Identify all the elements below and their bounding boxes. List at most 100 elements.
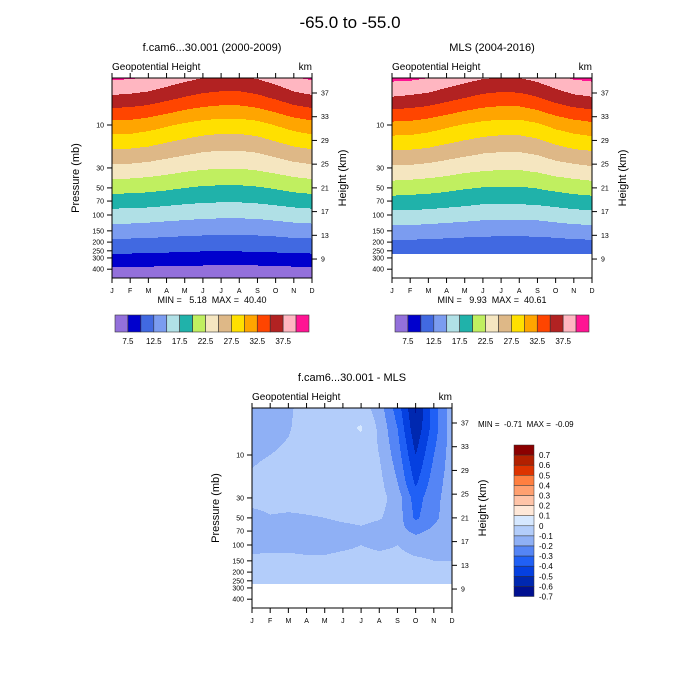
contour-band-segment	[392, 121, 394, 123]
contour-band-segment	[412, 438, 420, 440]
contour-band-segment	[424, 531, 452, 533]
contour-band-segment	[252, 418, 292, 420]
contour-band-segment	[392, 174, 456, 176]
x-tick-label: A	[304, 618, 309, 625]
contour-band-segment	[428, 437, 437, 439]
contour-band-segment	[252, 545, 360, 547]
contour-band-segment	[112, 266, 154, 268]
contour-band-segment	[382, 550, 404, 552]
contour-band-segment	[392, 224, 421, 226]
contour-band-segment	[425, 494, 441, 496]
colorbar-label: 37.5	[555, 337, 571, 346]
contour-band-segment	[392, 271, 592, 273]
contour-band-segment	[392, 142, 454, 144]
contour-band-segment	[255, 120, 312, 122]
contour-band-segment	[423, 497, 441, 499]
contour-band-segment	[443, 482, 452, 484]
contour-band-segment	[412, 435, 420, 437]
contour-band-segment	[179, 156, 272, 158]
contour-band-segment	[252, 471, 382, 473]
contour-band-segment	[286, 175, 312, 177]
contour-band-segment	[422, 504, 440, 506]
contour-band-segment	[437, 130, 561, 132]
contour-band-segment	[112, 198, 312, 200]
contour-band-segment	[252, 538, 452, 540]
contour-band-segment	[445, 465, 452, 467]
contour-band-segment	[112, 240, 312, 242]
contour-band-segment	[371, 410, 384, 412]
x-tick-label: F	[408, 288, 412, 295]
contour-band-segment	[409, 553, 452, 555]
y-right-tick-label: 33	[321, 114, 329, 121]
contour-band-segment	[433, 459, 446, 461]
contour-band-segment	[377, 434, 388, 436]
colorbar-box	[562, 314, 577, 333]
contour-band-segment	[112, 236, 178, 238]
contour-band-segment	[252, 553, 260, 555]
contour-band-segment	[445, 462, 452, 464]
x-tick-label: J	[481, 288, 485, 295]
contour-band-segment	[446, 449, 452, 451]
contour-band-segment	[252, 563, 452, 565]
y-right-tick-label: 9	[321, 257, 325, 264]
contour-band-segment	[409, 492, 425, 494]
contour-band-segment	[392, 211, 592, 213]
contour-band-segment	[407, 486, 427, 488]
y-tick-label: 150	[92, 228, 104, 235]
contour-band-segment	[542, 124, 592, 126]
contour-band-segment	[568, 208, 592, 210]
contour-band-segment	[384, 482, 398, 484]
contour-band-segment	[263, 171, 312, 173]
contour-band-segment	[392, 146, 434, 148]
contour-band-segment	[413, 441, 419, 443]
contour-band-segment	[434, 524, 452, 526]
contour-band-segment	[140, 92, 209, 94]
contour-band-segment	[200, 107, 255, 109]
contour-band-segment	[112, 276, 312, 278]
contour-band-segment	[252, 531, 409, 533]
contour-band-segment	[536, 96, 590, 98]
contour-band-segment	[392, 216, 592, 218]
contour-band-segment	[392, 195, 396, 197]
contour-band-segment	[112, 228, 312, 230]
contour-band-segment	[392, 183, 592, 185]
contour-band-segment	[449, 127, 551, 129]
contour-band-segment	[252, 517, 323, 519]
contour-band-segment	[569, 132, 592, 134]
contour-band-segment	[260, 121, 312, 123]
contour-band-segment	[392, 234, 592, 236]
contour-band-segment	[246, 151, 312, 153]
contour-band-segment	[112, 197, 312, 199]
contour-band-segment	[445, 461, 452, 463]
contour-band-segment	[252, 494, 386, 496]
contour-band-segment	[112, 118, 141, 120]
contour-band-segment	[272, 83, 312, 85]
contour-band-segment	[431, 469, 445, 471]
contour-band-segment	[398, 434, 405, 436]
contour-band-segment	[112, 267, 312, 269]
contour-band-segment	[525, 107, 576, 109]
contour-band-segment	[252, 423, 292, 425]
contour-band-segment	[293, 410, 371, 412]
contour-field	[252, 408, 452, 609]
contour-band-segment	[204, 135, 252, 137]
contour-band-segment	[392, 460, 402, 462]
contour-band-segment	[401, 410, 408, 412]
contour-band-segment	[112, 141, 172, 143]
contour-band-segment	[401, 548, 452, 550]
contour-band-segment	[445, 467, 452, 469]
contour-band-segment	[292, 424, 376, 426]
contour-band-segment	[411, 554, 452, 556]
contour-band-segment	[386, 418, 395, 420]
contour-band-segment	[447, 415, 452, 417]
contour-band-segment	[150, 222, 293, 224]
contour-band-segment	[112, 115, 158, 117]
contour-band-segment	[392, 223, 438, 225]
contour-band-segment	[392, 97, 467, 99]
contour-band-segment	[394, 467, 403, 469]
contour-band-segment	[252, 498, 387, 500]
contour-band-segment	[426, 490, 442, 492]
contour-band-segment	[177, 140, 272, 142]
contour-band-segment	[257, 464, 381, 466]
contour-band-segment	[392, 240, 592, 242]
